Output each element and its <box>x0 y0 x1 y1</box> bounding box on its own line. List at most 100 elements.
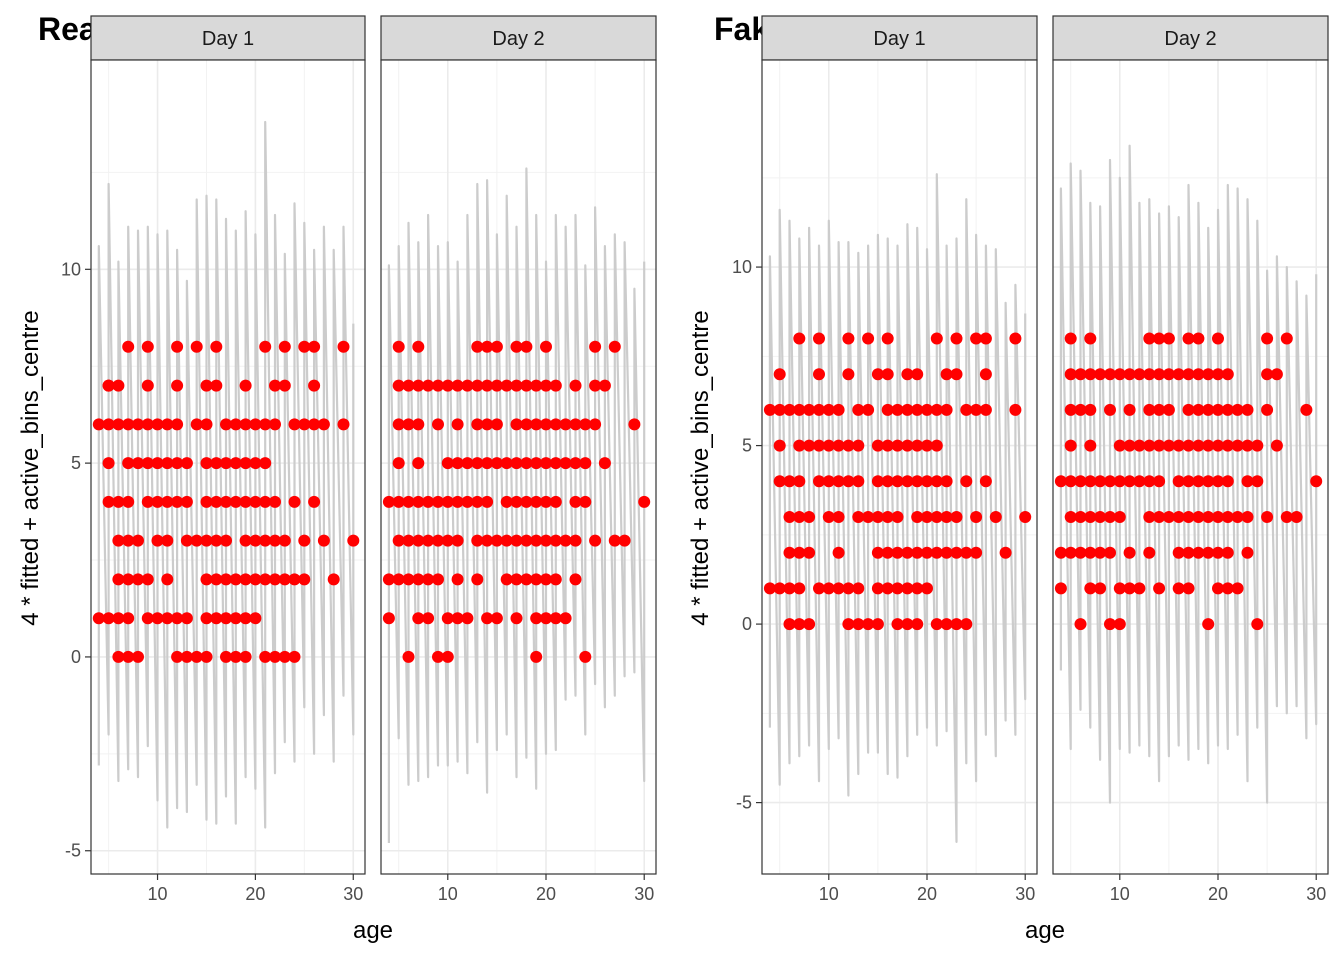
data-point <box>1212 332 1224 345</box>
data-point <box>471 457 484 470</box>
data-point <box>122 340 135 353</box>
data-point <box>471 495 484 508</box>
data-point <box>950 332 963 345</box>
x-tick-label-10: 10 <box>438 884 458 904</box>
data-point <box>520 379 533 392</box>
panel-fake-day-1: 10 20 30 <box>761 59 1038 904</box>
data-point <box>822 582 835 595</box>
data-point <box>441 379 454 392</box>
data-point <box>891 439 904 452</box>
data-point <box>940 511 953 523</box>
data-point <box>862 403 875 416</box>
data-point <box>180 650 193 663</box>
data-point <box>1212 582 1224 595</box>
data-point <box>1241 546 1254 559</box>
data-point <box>881 439 894 452</box>
data-point <box>500 573 513 586</box>
data-point <box>161 495 174 508</box>
data-point <box>911 511 924 523</box>
data-point <box>549 495 562 508</box>
data-point <box>1113 368 1126 381</box>
data-point <box>608 534 621 547</box>
data-point <box>579 650 592 663</box>
data-point <box>960 546 973 559</box>
data-point <box>871 618 884 631</box>
data-point <box>112 612 125 625</box>
x-tick-label-30: 30 <box>634 884 654 904</box>
data-point <box>881 511 894 523</box>
data-point <box>569 495 582 508</box>
data-point <box>327 573 340 586</box>
data-point <box>822 403 835 416</box>
data-point <box>1182 475 1195 488</box>
data-point <box>200 457 213 470</box>
data-point <box>1172 511 1185 523</box>
data-point <box>1074 368 1087 381</box>
data-point <box>171 340 184 353</box>
data-point <box>500 457 513 470</box>
data-point <box>1074 546 1087 559</box>
data-point <box>122 650 135 663</box>
data-point <box>278 379 291 392</box>
data-point <box>200 379 213 392</box>
data-point <box>1251 618 1264 631</box>
data-point <box>122 612 135 625</box>
data-point <box>1133 368 1146 381</box>
data-point <box>432 418 444 431</box>
data-point <box>171 495 184 508</box>
plot-fake: Fake 4 * fitted + active_bins_centre age… <box>687 11 1329 944</box>
data-point <box>559 418 572 431</box>
data-point <box>1104 475 1116 488</box>
data-point <box>1123 582 1136 595</box>
data-point <box>618 534 631 547</box>
data-point <box>490 457 503 470</box>
data-point <box>402 650 415 663</box>
data-point <box>822 475 835 488</box>
data-point <box>540 573 552 586</box>
data-point <box>598 457 611 470</box>
x-tick-label-20: 20 <box>536 884 556 904</box>
data-point <box>269 650 281 663</box>
x-tick-label-20: 20 <box>1208 884 1228 904</box>
data-point <box>1231 582 1244 595</box>
data-point <box>1123 368 1136 381</box>
strip-fake-day-2 <box>1052 15 1329 61</box>
data-point <box>1221 403 1234 416</box>
data-point <box>210 573 223 586</box>
data-point <box>979 368 992 381</box>
data-point <box>549 612 562 625</box>
data-point <box>921 475 933 488</box>
data-point <box>1192 546 1205 559</box>
data-point <box>510 340 523 353</box>
line-series-fake-day-2 <box>1059 144 1318 804</box>
data-point <box>278 650 291 663</box>
data-point <box>520 457 533 470</box>
data-point <box>308 379 321 392</box>
data-point <box>1202 439 1215 452</box>
data-point <box>1019 511 1032 523</box>
data-point <box>102 495 115 508</box>
data-point <box>1123 439 1136 452</box>
data-point <box>481 612 494 625</box>
data-point <box>520 340 533 353</box>
data-point <box>891 475 904 488</box>
data-point <box>1202 403 1215 416</box>
data-point <box>871 546 884 559</box>
data-point <box>1202 368 1215 381</box>
data-point <box>589 379 602 392</box>
data-point <box>382 612 395 625</box>
data-point <box>481 495 494 508</box>
data-point <box>239 534 252 547</box>
data-point <box>249 612 262 625</box>
data-point <box>1162 511 1175 523</box>
data-point <box>298 534 311 547</box>
x-tick-label-10: 10 <box>1110 884 1130 904</box>
y-tick-label-0: 0 <box>742 614 752 634</box>
data-point <box>412 340 425 353</box>
data-point <box>392 457 405 470</box>
data-point <box>412 612 425 625</box>
data-point <box>842 582 855 595</box>
data-point <box>402 573 415 586</box>
data-point <box>813 332 825 345</box>
data-point <box>510 457 523 470</box>
